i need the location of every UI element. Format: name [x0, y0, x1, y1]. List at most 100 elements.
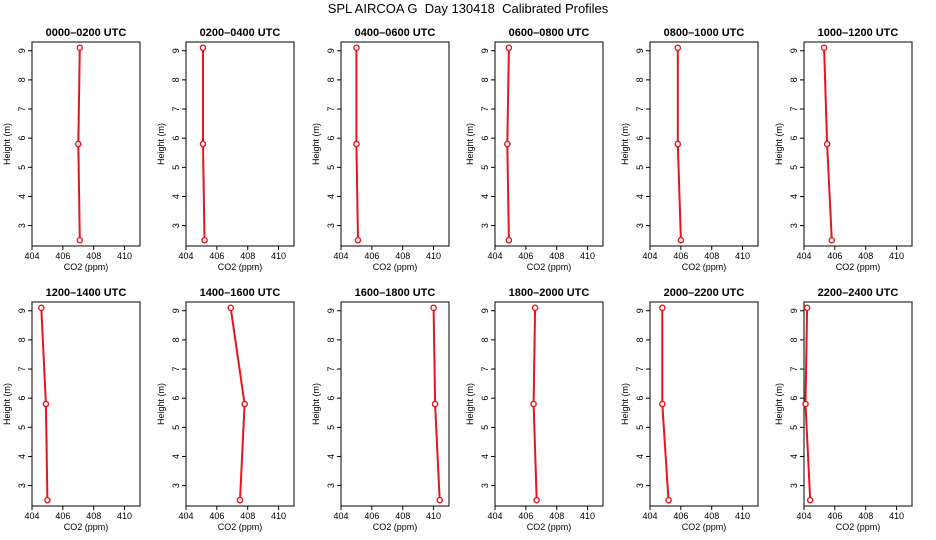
- panel-title: 1200–1400 UTC: [46, 287, 127, 299]
- x-tick-label: 410: [271, 511, 286, 521]
- y-tick-label: 4: [789, 194, 799, 199]
- y-tick-label: 7: [171, 367, 181, 372]
- y-tick-label: 9: [480, 308, 490, 313]
- x-axis-label: CO2 (ppm): [682, 262, 727, 272]
- x-tick-label: 406: [364, 511, 379, 521]
- y-tick-label: 6: [480, 136, 490, 141]
- x-axis-label: CO2 (ppm): [64, 262, 109, 272]
- data-point: [505, 236, 513, 244]
- y-axis-label: Height (m): [774, 383, 784, 425]
- y-axis-label: Height (m): [620, 123, 630, 165]
- y-tick-label: 6: [635, 136, 645, 141]
- y-tick-label: 3: [171, 483, 181, 488]
- y-tick-label: 8: [635, 337, 645, 342]
- x-tick-label: 408: [86, 251, 101, 261]
- x-tick-label: 404: [333, 251, 348, 261]
- plot-frame: [185, 301, 295, 507]
- y-tick-label: 8: [635, 77, 645, 82]
- profile-panel: 0400–0600 UTC 404 406 408 410 CO2 (ppm) 3 4 5 6 7 8…: [311, 27, 450, 272]
- x-axis-label: CO2 (ppm): [836, 522, 881, 532]
- x-tick-label: 404: [796, 511, 811, 521]
- y-tick-label: 3: [789, 223, 799, 228]
- plot-frame: [494, 41, 604, 247]
- y-tick-label: 3: [635, 223, 645, 228]
- y-tick-label: 9: [17, 48, 27, 53]
- y-tick-label: 5: [789, 425, 799, 430]
- y-tick-label: 6: [326, 136, 336, 141]
- x-tick-label: 410: [271, 251, 286, 261]
- x-tick-label: 404: [178, 511, 193, 521]
- x-tick-label: 408: [704, 511, 719, 521]
- x-axis-label: CO2 (ppm): [682, 522, 727, 532]
- plot-frame: [31, 301, 141, 507]
- y-tick-label: 7: [480, 367, 490, 372]
- data-point: [823, 140, 831, 148]
- panel-title: 0000–0200 UTC: [46, 27, 127, 39]
- x-axis-label: CO2 (ppm): [527, 522, 572, 532]
- data-point: [201, 236, 208, 244]
- y-tick-label: 7: [171, 107, 181, 112]
- data-point: [530, 400, 537, 408]
- y-tick-label: 6: [171, 396, 181, 401]
- profile-panel: 0000–0200 UTC 404 406 408 410 CO2 (ppm) 3 4 5 6 7 8…: [2, 27, 141, 272]
- y-tick-label: 7: [326, 367, 336, 372]
- y-axis-label: Height (m): [156, 123, 166, 165]
- y-tick-label: 9: [789, 48, 799, 53]
- y-tick-label: 6: [326, 396, 336, 401]
- x-axis-label: CO2 (ppm): [527, 262, 572, 272]
- y-tick-label: 5: [789, 165, 799, 170]
- y-tick-label: 7: [635, 107, 645, 112]
- y-tick-label: 4: [326, 454, 336, 459]
- data-point: [659, 400, 666, 408]
- x-tick-label: 406: [673, 511, 688, 521]
- y-tick-label: 5: [17, 165, 27, 170]
- x-tick-label: 410: [426, 251, 441, 261]
- y-axis-label: Height (m): [465, 123, 475, 165]
- y-tick-label: 9: [17, 308, 27, 313]
- data-point: [430, 304, 437, 312]
- y-tick-label: 9: [171, 48, 181, 53]
- plot-frame: [803, 41, 913, 247]
- x-tick-label: 406: [364, 251, 379, 261]
- x-tick-label: 404: [24, 511, 39, 521]
- y-tick-label: 7: [789, 367, 799, 372]
- y-tick-label: 7: [17, 367, 27, 372]
- y-tick-label: 8: [17, 77, 27, 82]
- panel-title: 0400–0600 UTC: [355, 27, 436, 39]
- x-tick-label: 408: [858, 511, 873, 521]
- x-tick-label: 404: [642, 511, 657, 521]
- data-point: [674, 44, 682, 52]
- x-tick-label: 404: [796, 251, 811, 261]
- data-point: [674, 140, 682, 148]
- y-axis-label: Height (m): [311, 123, 321, 165]
- y-tick-label: 3: [789, 483, 799, 488]
- y-tick-label: 8: [789, 337, 799, 342]
- profile-panel: 0600–0800 UTC 404 406 408 410 CO2 (ppm) 3 4 5 6 7 8…: [465, 27, 604, 272]
- x-tick-label: 408: [549, 251, 564, 261]
- x-tick-label: 404: [178, 251, 193, 261]
- y-tick-label: 6: [789, 136, 799, 141]
- panel-title: 1800–2000 UTC: [509, 287, 590, 299]
- panel-title: 0800–1000 UTC: [664, 27, 745, 39]
- data-point: [353, 140, 360, 148]
- y-tick-label: 3: [480, 223, 490, 228]
- profile-panel: 2200–2400 UTC 404 406 408 410 CO2 (ppm) 3 4 5 6 7 8…: [774, 287, 913, 532]
- data-point: [44, 496, 51, 504]
- data-point: [37, 304, 45, 312]
- x-tick-label: 408: [704, 251, 719, 261]
- data-point: [665, 496, 672, 504]
- data-point: [531, 304, 539, 312]
- profile-panel: 1200–1400 UTC 404 406 408 410 CO2 (ppm) 3 4 5 6 7 8…: [2, 287, 141, 532]
- y-tick-label: 5: [480, 425, 490, 430]
- x-tick-label: 410: [117, 511, 132, 521]
- y-tick-label: 3: [171, 223, 181, 228]
- y-tick-label: 4: [171, 454, 181, 459]
- y-tick-label: 3: [17, 483, 27, 488]
- y-tick-label: 5: [326, 165, 336, 170]
- x-tick-label: 406: [209, 251, 224, 261]
- x-tick-label: 406: [518, 511, 533, 521]
- data-point: [806, 496, 814, 504]
- y-tick-label: 3: [635, 483, 645, 488]
- data-point: [227, 304, 235, 312]
- data-point: [803, 304, 811, 312]
